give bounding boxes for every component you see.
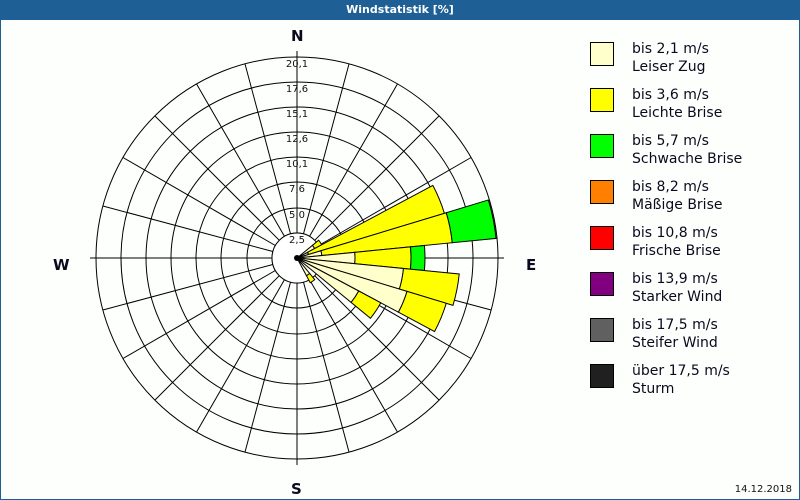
grid-spoke — [302, 63, 350, 234]
grid-spoke — [244, 63, 292, 234]
ring-label: 5,0 — [289, 210, 305, 221]
legend-swatch — [590, 88, 614, 112]
grid-spoke — [102, 263, 273, 311]
wind-sector-segment — [409, 244, 426, 272]
grid-spoke — [318, 157, 472, 246]
grid-spoke — [154, 275, 280, 401]
grid-spoke — [309, 279, 398, 433]
grid-spoke — [154, 115, 280, 241]
legend-label: bis 17,5 m/s Steifer Wind — [632, 317, 718, 351]
legend-swatch — [590, 134, 614, 158]
legend-label: bis 3,6 m/s Leichte Brise — [632, 87, 723, 121]
grid-spoke — [244, 282, 292, 453]
ring-label: 2,5 — [289, 235, 305, 246]
legend-swatch — [590, 318, 614, 342]
legend-label: bis 10,8 m/s Frische Brise — [632, 225, 721, 259]
wind-sector-segment — [350, 290, 382, 319]
compass-north: N — [291, 27, 304, 45]
ring-label: 17,6 — [285, 84, 309, 95]
grid-spoke — [102, 205, 273, 253]
grid-spoke — [302, 282, 350, 453]
legend-swatch — [590, 180, 614, 204]
legend-label: bis 8,2 m/s Mäßige Brise — [632, 179, 723, 213]
ring-label: 7,6 — [289, 184, 305, 195]
wind-sector-segment — [305, 272, 316, 284]
compass-west: W — [53, 256, 70, 274]
grid-spoke — [122, 270, 276, 359]
legend-label: bis 13,9 m/s Starker Wind — [632, 271, 723, 305]
date-label: 14.12.2018 — [734, 484, 792, 495]
ring-label: 12,6 — [285, 134, 309, 145]
wind-sectors — [296, 184, 497, 333]
legend-label: über 17,5 m/s Sturm — [632, 363, 730, 397]
compass-south: S — [291, 480, 302, 498]
legend-swatch — [590, 42, 614, 66]
legend-swatch — [590, 226, 614, 250]
grid-spoke — [196, 83, 285, 237]
wind-sector-segment — [445, 199, 497, 244]
ring-label: 15,1 — [285, 109, 309, 120]
wind-sector-segment — [398, 267, 460, 306]
chart-title: Windstatistik [%] — [0, 0, 800, 20]
legend-label: bis 2,1 m/s Leiser Zug — [632, 41, 709, 75]
wind-sector-segment — [397, 290, 447, 333]
center-dot — [294, 255, 300, 261]
legend-swatch — [590, 364, 614, 388]
legend-swatch — [590, 272, 614, 296]
grid-spoke — [314, 115, 440, 241]
legend-label: bis 5,7 m/s Schwache Brise — [632, 133, 743, 167]
grid-spoke — [122, 157, 276, 246]
grid-spoke — [196, 279, 285, 433]
ring-label: 20,1 — [285, 59, 309, 70]
grid-spoke — [309, 83, 398, 237]
grid-spoke — [314, 275, 440, 401]
compass-east: E — [526, 256, 537, 274]
ring-label: 10,1 — [285, 159, 309, 170]
